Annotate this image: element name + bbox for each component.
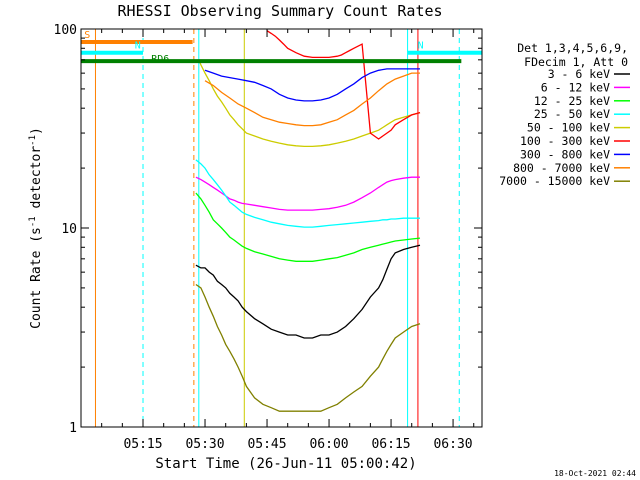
legend-header-line-2: FDecim 1, Att 0 [524,55,628,69]
legend-entry-label-6: 300 - 800 keV [520,147,610,161]
y-tick-label-1: 10 [61,222,77,237]
series-line-8 [195,283,421,412]
x-tick-label-1: 05:30 [185,437,224,452]
legend-entry-label-7: 800 - 7000 keV [513,161,610,175]
plot-area: S N N RD6 [81,29,482,427]
y-axis-label-sup1: -1 [28,216,38,227]
x-tick-label-3: 06:00 [309,437,348,452]
x-axis: 05:15 05:30 05:45 06:00 06:15 06:30 [80,29,475,452]
status-bar-label-3: RD6 [151,54,169,65]
legend-entry-label-3: 25 - 50 keV [534,107,610,121]
x-tick-label-2: 05:45 [247,437,286,452]
legend-entry-label-1: 6 - 12 keV [541,80,610,94]
legend: Det 1,3,4,5,6,9, FDecim 1, Att 0 3 - 6 k… [499,41,630,188]
y-axis-label-part2: detector [29,146,44,217]
y-axis-label-sup2: -1 [28,135,38,146]
status-bar-label-0: S [84,30,90,41]
legend-entry-label-8: 7000 - 15000 keV [499,174,610,188]
y-axis-label-part3: ) [29,127,44,135]
legend-entry-label-2: 12 - 25 keV [534,94,610,108]
series-line-2 [195,192,421,262]
legend-entry-label-4: 50 - 100 keV [527,121,610,135]
y-axis-label: Count Rate (s-1 detector-1) [28,127,44,329]
x-tick-label-5: 06:30 [433,437,472,452]
y-axis: 1 10 100 [54,23,482,436]
legend-header-line-1: Det 1,3,4,5,6,9, [517,41,628,55]
x-axis-label: Start Time (26-Jun-11 05:00:42) [155,456,416,472]
series-line-1 [195,176,420,211]
series-line-7 [204,72,420,127]
y-tick-label-2: 100 [54,23,77,38]
chart-title: RHESSI Observing Summary Count Rates [117,2,442,20]
status-bar-label-2: N [418,41,424,52]
legend-entry-label-5: 100 - 300 keV [520,134,610,148]
status-bar-label-1: N [135,41,141,52]
series-line-4 [198,59,421,148]
y-tick-label-0: 1 [69,421,77,436]
y-axis-label-part1: Count Rate (s [29,227,44,329]
series-line-3 [195,159,420,228]
series-line-5 [266,30,421,140]
generation-timestamp: 18-Oct-2021 02:44 [554,469,636,478]
legend-entry-label-0: 3 - 6 keV [548,67,610,81]
x-tick-label-4: 06:15 [371,437,410,452]
x-tick-label-0: 05:15 [123,437,162,452]
series-line-6 [204,68,420,102]
series-line-0 [195,244,421,339]
